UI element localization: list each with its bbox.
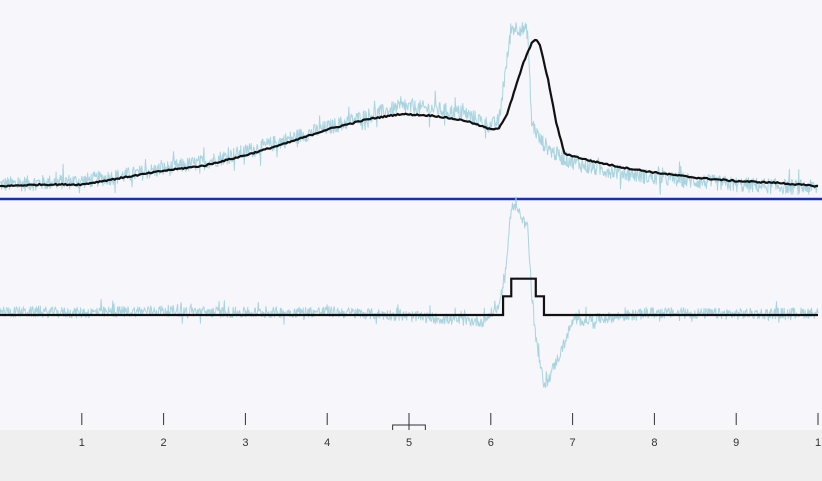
axis-footer [0, 430, 822, 481]
x-tick-label: 9 [733, 437, 739, 449]
lower-raw-signal-line [0, 196, 819, 388]
x-axis: 1 2 3 4 5 6 7 8 9 1 [79, 413, 821, 449]
lower-panel [0, 196, 819, 388]
lower-step-signal-line [0, 277, 818, 317]
x-tick-label: 1 [79, 437, 85, 449]
upper-smoothed-signal-line [0, 38, 819, 188]
x-tick-label: 1 [815, 437, 821, 449]
x-tick-label: 5 [406, 437, 412, 449]
x-tick-label: 4 [324, 437, 330, 449]
x-tick-label: 7 [570, 437, 576, 449]
x-tick-label: 8 [651, 437, 657, 449]
x-tick-label: 2 [161, 437, 167, 449]
upper-raw-signal-line [0, 22, 819, 196]
plot-background [0, 0, 822, 430]
x-tick-label: 6 [488, 437, 494, 449]
x-tick-label: 3 [242, 437, 248, 449]
upper-panel [0, 22, 819, 196]
